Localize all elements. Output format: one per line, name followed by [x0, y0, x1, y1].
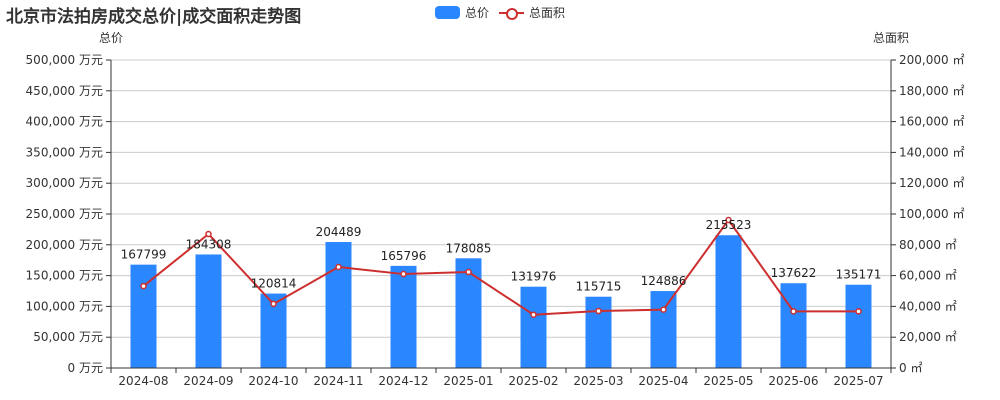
x-axis-tick-label: 2025-05 — [703, 374, 753, 388]
x-axis-tick-label: 2024-08 — [118, 374, 168, 388]
line-point — [270, 300, 277, 308]
bar — [650, 291, 677, 368]
bar — [715, 235, 742, 368]
bar — [780, 283, 807, 368]
bar-value-label: 124886 — [641, 274, 687, 288]
right-axis-tick-label: 100,000 ㎡ — [899, 207, 964, 221]
line-point — [140, 282, 147, 290]
right-axis-tick-label: 120,000 ㎡ — [899, 176, 964, 190]
line-point — [790, 308, 797, 315]
right-axis-tick-label: 200,000 ㎡ — [899, 53, 964, 67]
right-axis-tick-label: 80,000 ㎡ — [899, 238, 957, 252]
legend-item-total-price[interactable]: 总价 — [435, 4, 489, 21]
line-point — [465, 268, 472, 276]
bar — [585, 296, 612, 368]
x-axis-tick-label: 2025-02 — [508, 374, 558, 388]
x-axis-tick-label: 2025-04 — [638, 374, 688, 388]
x-axis-tick-label: 2025-01 — [443, 374, 493, 388]
left-axis-tick-label: 300,000 万元 — [26, 176, 103, 190]
bar — [390, 265, 417, 368]
bar-value-label: 120814 — [251, 277, 297, 291]
x-axis-tick-label: 2024-12 — [378, 374, 428, 388]
left-axis-tick-label: 500,000 万元 — [26, 53, 103, 67]
x-axis-tick-label: 2024-10 — [248, 374, 298, 388]
bar-value-label: 135171 — [836, 268, 882, 282]
left-axis-tick-label: 250,000 万元 — [26, 207, 103, 221]
line-point — [855, 308, 862, 315]
bar — [325, 242, 352, 368]
legend: 总价 总面积 — [435, 4, 575, 20]
bar-value-label: 165796 — [381, 249, 427, 263]
right-axis-tick-label: 0 ㎡ — [899, 361, 922, 375]
bar — [195, 254, 222, 368]
x-axis-tick-label: 2024-11 — [313, 374, 363, 388]
line-circle-icon — [499, 6, 525, 20]
bar-value-label: 131976 — [511, 270, 557, 284]
left-axis-tick-label: 150,000 万元 — [26, 269, 103, 283]
bar — [845, 284, 872, 368]
left-axis-tick-label: 200,000 万元 — [26, 238, 103, 252]
left-axis-name: 总价 — [99, 31, 123, 45]
left-axis-tick-label: 450,000 万元 — [26, 84, 103, 98]
bar-value-label: 115715 — [576, 280, 622, 294]
right-axis-tick-label: 20,000 ㎡ — [899, 330, 957, 344]
bar-value-label: 204489 — [316, 225, 362, 239]
right-axis-tick-label: 160,000 ㎡ — [899, 115, 964, 129]
legend-label: 总面积 — [529, 5, 566, 20]
right-axis-tick-label: 180,000 ㎡ — [899, 84, 964, 98]
chart-title: 北京市法拍房成交总价|成交面积走势图 — [6, 7, 302, 27]
right-axis-tick-label: 60,000 ㎡ — [899, 269, 957, 283]
line-point — [400, 270, 407, 278]
left-axis-tick-label: 100,000 万元 — [26, 299, 103, 313]
right-axis-tick-label: 40,000 ㎡ — [899, 299, 957, 313]
x-axis-tick-label: 2025-07 — [833, 374, 883, 388]
left-axis-tick-label: 50,000 万元 — [33, 330, 103, 344]
line-point — [530, 311, 537, 318]
line-point — [205, 230, 212, 238]
bar-value-labels: 167799 184308 120814 204489 165796 178085 1319… — [121, 218, 882, 293]
left-axis-tick-label: 400,000 万元 — [26, 115, 103, 129]
bar — [130, 264, 157, 368]
legend-item-total-area[interactable]: 总面积 — [499, 4, 565, 21]
legend-label: 总价 — [465, 5, 490, 20]
bar-value-label: 137622 — [771, 266, 817, 280]
bar-swatch-icon — [435, 5, 460, 19]
left-axis-tick-label: 350,000 万元 — [26, 145, 103, 159]
right-axis-name: 总面积 — [873, 31, 909, 45]
bar-value-label: 178085 — [446, 241, 492, 255]
bar-value-label: 167799 — [121, 248, 167, 262]
line-point — [725, 216, 732, 224]
line-point — [595, 307, 602, 315]
bar — [520, 286, 547, 368]
x-axis-tick-label: 2024-09 — [183, 374, 233, 388]
x-axis-tick-label: 2025-03 — [573, 374, 623, 388]
line-point — [335, 263, 342, 271]
line-series — [140, 216, 862, 318]
right-axis-tick-label: 140,000 ㎡ — [899, 145, 964, 159]
left-axis-tick-label: 0 万元 — [68, 361, 103, 375]
axes: 0 万元 50,000 万元 100,000 万元 150,000 万元 200,000… — [26, 31, 965, 388]
x-axis-tick-label: 2025-06 — [768, 374, 818, 388]
line-point — [660, 306, 667, 313]
bar-value-label: 184308 — [186, 237, 232, 251]
bar-series — [130, 235, 872, 368]
grid-lines — [111, 59, 891, 338]
bar-value-label: 215523 — [706, 218, 752, 232]
